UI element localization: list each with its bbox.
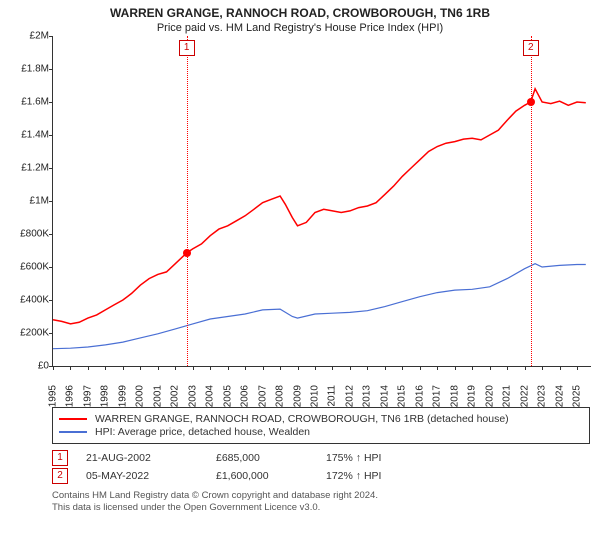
ytick-label: £1M	[11, 196, 49, 207]
xtick-label: 2009	[292, 385, 303, 407]
ytick-label: £1.4M	[11, 130, 49, 141]
sale-vs-hpi-2: 172% ↑ HPI	[326, 470, 446, 482]
sale-dot	[183, 249, 191, 257]
xtick-label: 2022	[519, 385, 530, 407]
ytick-label: £1.8M	[11, 64, 49, 75]
legend-swatch-hpi	[59, 431, 87, 433]
sale-badge-1: 1	[52, 450, 68, 466]
xtick-label: 2018	[449, 385, 460, 407]
legend-row-hpi: HPI: Average price, detached house, Weal…	[59, 426, 583, 438]
series-line-property	[53, 89, 586, 324]
legend-label-property: WARREN GRANGE, RANNOCH ROAD, CROWBOROUGH…	[95, 413, 509, 425]
xtick-label: 2000	[135, 385, 146, 407]
sale-dot	[527, 98, 535, 106]
xtick-label: 2004	[205, 385, 216, 407]
xtick-label: 2011	[327, 385, 338, 407]
xtick-label: 1999	[117, 385, 128, 407]
chart-lines-svg	[53, 36, 591, 366]
xtick-label: 2006	[240, 385, 251, 407]
xtick-label: 2003	[187, 385, 198, 407]
xtick-label: 2015	[397, 385, 408, 407]
xtick-label: 2021	[502, 385, 513, 407]
ytick-label: £400K	[11, 295, 49, 306]
footer-line1: Contains HM Land Registry data © Crown c…	[52, 490, 590, 502]
ytick-label: £200K	[11, 328, 49, 339]
legend-row-property: WARREN GRANGE, RANNOCH ROAD, CROWBOROUGH…	[59, 413, 583, 425]
chart-titles: WARREN GRANGE, RANNOCH ROAD, CROWBOROUGH…	[10, 6, 590, 34]
xtick-label: 1997	[82, 385, 93, 407]
sale-vline	[531, 36, 532, 366]
sales-table: 1 21-AUG-2002 £685,000 175% ↑ HPI 2 05-M…	[52, 450, 590, 484]
xtick-label: 2016	[414, 385, 425, 407]
xtick-label: 2001	[152, 385, 163, 407]
xtick-label: 2020	[484, 385, 495, 407]
price-chart: £0£200K£400K£600K£800K£1M£1.2M£1.4M£1.6M…	[52, 36, 591, 367]
xtick-label: 1996	[65, 385, 76, 407]
sale-date-1: 21-AUG-2002	[86, 452, 216, 464]
ytick-label: £600K	[11, 262, 49, 273]
xtick-label: 2007	[257, 385, 268, 407]
series-line-hpi	[53, 264, 586, 349]
footer-line2: This data is licensed under the Open Gov…	[52, 502, 590, 514]
sale-chart-badge: 2	[523, 40, 539, 56]
ytick-label: £800K	[11, 229, 49, 240]
xtick-label: 2013	[362, 385, 373, 407]
ytick-label: £1.6M	[11, 97, 49, 108]
xtick-label: 2002	[170, 385, 181, 407]
xtick-label: 2014	[379, 385, 390, 407]
sale-badge-2: 2	[52, 468, 68, 484]
xtick-label: 2019	[467, 385, 478, 407]
sale-price-1: £685,000	[216, 452, 326, 464]
legend-swatch-property	[59, 418, 87, 420]
sales-row-2: 2 05-MAY-2022 £1,600,000 172% ↑ HPI	[52, 468, 590, 484]
footer: Contains HM Land Registry data © Crown c…	[52, 490, 590, 515]
ytick-label: £1.2M	[11, 163, 49, 174]
xtick-label: 2008	[275, 385, 286, 407]
xtick-label: 2024	[554, 385, 565, 407]
xtick-label: 2017	[432, 385, 443, 407]
title-line2: Price paid vs. HM Land Registry's House …	[10, 22, 590, 34]
title-line1: WARREN GRANGE, RANNOCH ROAD, CROWBOROUGH…	[10, 6, 590, 20]
xtick-label: 2005	[222, 385, 233, 407]
ytick-label: £2M	[11, 31, 49, 42]
xtick-label: 1998	[100, 385, 111, 407]
xtick-label: 2023	[537, 385, 548, 407]
sale-vline	[187, 36, 188, 366]
sales-row-1: 1 21-AUG-2002 £685,000 175% ↑ HPI	[52, 450, 590, 466]
xtick-label: 2012	[344, 385, 355, 407]
xtick-label: 2010	[310, 385, 321, 407]
sale-vs-hpi-1: 175% ↑ HPI	[326, 452, 446, 464]
ytick-label: £0	[11, 361, 49, 372]
xtick-label: 1995	[48, 385, 59, 407]
sale-date-2: 05-MAY-2022	[86, 470, 216, 482]
sale-price-2: £1,600,000	[216, 470, 326, 482]
sale-chart-badge: 1	[179, 40, 195, 56]
xtick-label: 2025	[572, 385, 583, 407]
legend: WARREN GRANGE, RANNOCH ROAD, CROWBOROUGH…	[52, 407, 590, 444]
legend-label-hpi: HPI: Average price, detached house, Weal…	[95, 426, 310, 438]
